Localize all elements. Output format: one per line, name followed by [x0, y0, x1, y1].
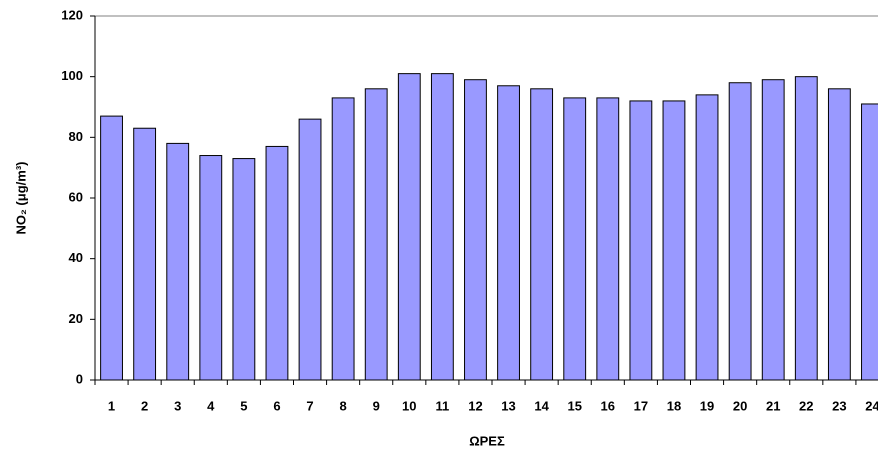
x-tick-label: 4 [207, 398, 215, 413]
y-tick-label: 120 [61, 7, 83, 22]
x-tick-label: 5 [240, 398, 247, 413]
x-tick-label: 23 [832, 398, 846, 413]
bar [629, 100, 653, 381]
bar [232, 158, 256, 381]
bar [265, 145, 289, 381]
y-tick-label: 80 [69, 129, 83, 144]
x-tick-label: 21 [766, 398, 780, 413]
bar [596, 97, 620, 381]
x-tick-label: 14 [534, 398, 549, 413]
x-tick-label: 2 [141, 398, 148, 413]
x-tick-label: 3 [174, 398, 181, 413]
bar [397, 73, 421, 381]
bar [728, 82, 752, 381]
x-tick-label: 17 [634, 398, 648, 413]
bar [133, 127, 157, 381]
bar [331, 97, 355, 381]
y-axis-label: NO₂ (μg/m³) [13, 162, 28, 235]
x-tick-label: 16 [601, 398, 615, 413]
bar [430, 73, 454, 381]
y-tick-label: 100 [61, 68, 83, 83]
y-tick-label: 20 [69, 311, 83, 326]
bar [530, 88, 554, 381]
bar [364, 88, 388, 381]
x-tick-label: 6 [273, 398, 280, 413]
bar [861, 103, 878, 381]
bar [794, 76, 818, 381]
bar [695, 94, 719, 381]
x-tick-label: 1 [108, 398, 115, 413]
bar [464, 79, 487, 381]
x-tick-label: 22 [799, 398, 813, 413]
x-tick-label: 15 [567, 398, 581, 413]
bar [563, 97, 587, 381]
x-tick-label: 13 [501, 398, 515, 413]
x-tick-label: 19 [700, 398, 714, 413]
x-tick-label: 11 [436, 398, 450, 413]
x-tick-label: 18 [667, 398, 681, 413]
bar [100, 115, 123, 381]
x-tick-label: 9 [373, 398, 380, 413]
bar [662, 100, 686, 381]
y-tick-label: 60 [69, 189, 83, 204]
bar [497, 85, 520, 381]
bar [827, 88, 851, 381]
bar [298, 118, 322, 381]
bar [761, 79, 785, 381]
x-tick-label: 20 [733, 398, 747, 413]
x-tick-label: 7 [306, 398, 313, 413]
x-tick-label: 24 [865, 398, 878, 413]
x-tick-label: 10 [402, 398, 416, 413]
x-tick-label: 8 [340, 398, 347, 413]
x-tick-label: 12 [468, 398, 482, 413]
bar [199, 155, 223, 381]
x-axis-label: ΩΡΕΣ [469, 433, 505, 448]
y-tick-label: 40 [69, 250, 83, 265]
y-tick-label: 0 [76, 371, 83, 386]
bar [166, 142, 190, 381]
